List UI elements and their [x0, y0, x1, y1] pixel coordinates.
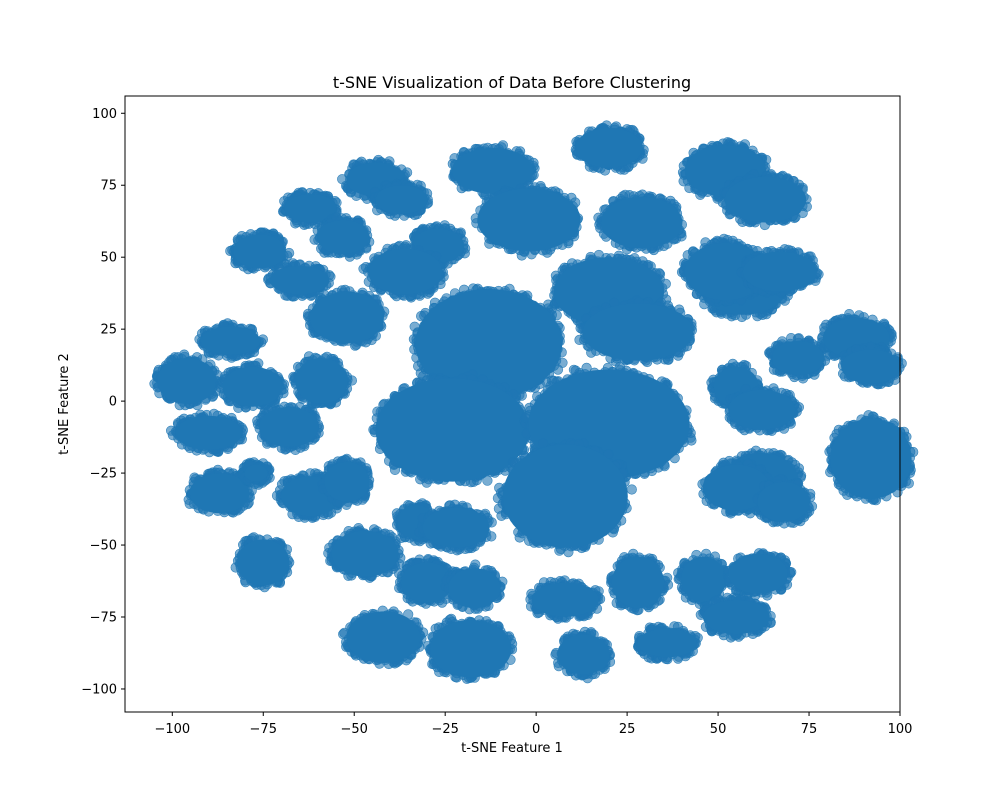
cluster-core — [233, 234, 286, 269]
cluster-core — [368, 248, 443, 295]
point-cluster — [593, 189, 688, 256]
cluster-core — [724, 176, 807, 223]
point-cluster — [570, 120, 649, 176]
cluster-core — [582, 303, 694, 361]
cluster-core — [269, 265, 330, 295]
chart-title: t-SNE Visualization of Data Before Clust… — [333, 73, 691, 92]
cluster-core — [309, 291, 384, 344]
cluster-core — [601, 196, 683, 249]
cluster-core — [375, 185, 428, 214]
data-point — [358, 263, 369, 274]
scatter-points — [149, 120, 919, 684]
cluster-core — [477, 188, 581, 252]
cluster-core — [317, 219, 370, 255]
cluster-core — [575, 127, 643, 168]
